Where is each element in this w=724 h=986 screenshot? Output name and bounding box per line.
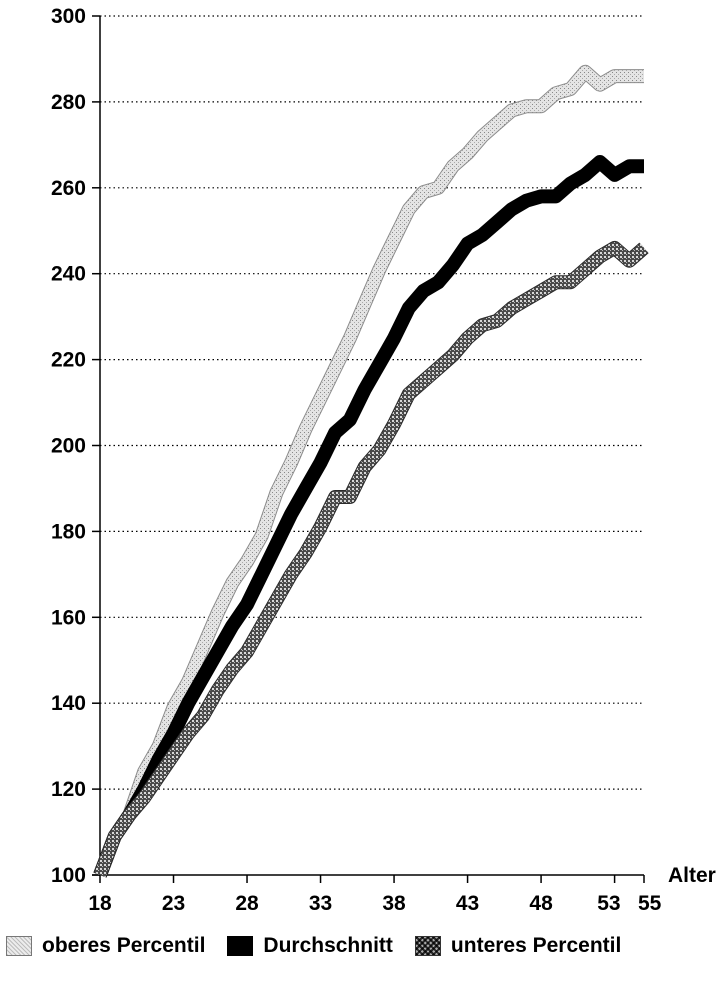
legend-swatch-unteres <box>414 936 441 956</box>
legend-item-durchschnitt: Durchschnitt <box>227 934 393 958</box>
series-line-durchschnitt <box>94 156 644 878</box>
series-unteres <box>93 240 649 878</box>
tick-labels: 100 120 140 160 180 200 220 240 260 280 300 18 23 28 3… <box>51 5 662 915</box>
y-tick-label-140: 140 <box>51 692 86 715</box>
y-tick-label-200: 200 <box>51 435 86 458</box>
series-line-unteres <box>94 241 648 878</box>
legend-item-unteres: unteres Percentil <box>414 934 622 958</box>
x-tick-label-28: 28 <box>235 892 259 915</box>
series-line-unteres-edge <box>93 240 649 878</box>
legend-swatch-durchschnitt <box>227 936 254 956</box>
x-tick-label-33: 33 <box>309 892 332 915</box>
x-tick-label-43: 43 <box>456 892 479 915</box>
legend-label-oberes: oberes Percentil <box>42 934 206 957</box>
x-tick-label-38: 38 <box>382 892 406 915</box>
series-oberes <box>93 64 644 878</box>
legend-item-oberes: oberes Percentil <box>6 934 205 958</box>
x-tick-label-18: 18 <box>88 892 112 915</box>
x-tick-label-23: 23 <box>162 892 185 915</box>
y-tick-label-160: 160 <box>51 606 86 629</box>
x-tick-label-48: 48 <box>529 892 553 915</box>
x-axis-title: Alter <box>668 864 716 887</box>
legend-swatch-oberes <box>6 936 32 956</box>
grid <box>100 15 644 790</box>
y-tick-label-280: 280 <box>51 91 86 114</box>
x-tick-label-53: 53 <box>597 892 620 915</box>
legend: oberes Percentil Durchschnitt unteres Pe… <box>6 926 722 966</box>
series-lines <box>93 64 649 878</box>
series-line-oberes <box>94 65 644 878</box>
y-tick-label-100: 100 <box>51 864 86 887</box>
y-tick-label-260: 260 <box>51 177 86 200</box>
legend-label-durchschnitt: Durchschnitt <box>263 934 393 957</box>
series-durchschnitt <box>93 155 644 878</box>
y-tick-label-240: 240 <box>51 263 86 286</box>
legend-label-unteres: unteres Percentil <box>450 934 622 957</box>
y-tick-label-220: 220 <box>51 349 86 372</box>
axes <box>92 15 645 883</box>
y-tick-label-120: 120 <box>51 778 86 801</box>
y-tick-label-300: 300 <box>51 5 86 28</box>
y-tick-label-180: 180 <box>51 520 86 543</box>
x-tick-label-55: 55 <box>638 892 662 915</box>
